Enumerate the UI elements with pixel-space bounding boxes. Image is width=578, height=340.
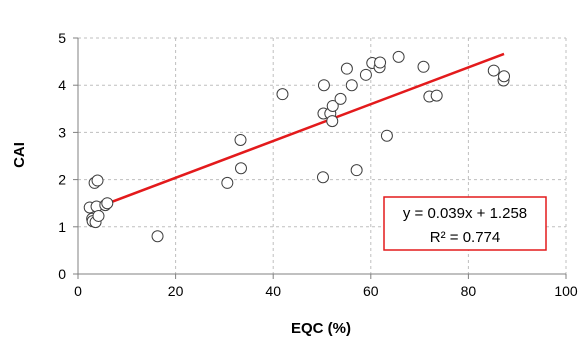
y-axis-title: CAI (11, 142, 28, 168)
x-tick-label: 100 (554, 283, 578, 299)
regression-annotation: y = 0.039x + 1.258 R² = 0.774 (384, 197, 546, 250)
x-axis-title: EQC (%) (291, 320, 351, 337)
data-point (317, 172, 328, 183)
data-point (393, 51, 404, 62)
x-tick-label: 0 (74, 283, 82, 299)
data-point (93, 210, 104, 221)
data-point (235, 134, 246, 145)
r-squared-label: R² = 0.774 (430, 229, 500, 246)
data-point (102, 198, 113, 209)
data-point (152, 231, 163, 242)
data-point (499, 71, 510, 82)
data-point (327, 116, 338, 127)
data-point (375, 57, 386, 68)
data-point (346, 80, 357, 91)
y-tick-label: 0 (58, 266, 66, 282)
data-point (335, 93, 346, 104)
regression-equation: y = 0.039x + 1.258 (403, 205, 527, 222)
y-tick-label: 3 (58, 124, 66, 140)
data-point (318, 80, 329, 91)
data-point (418, 61, 429, 72)
y-tick-label: 4 (58, 77, 66, 93)
y-tick-label: 5 (58, 30, 66, 46)
data-point (431, 90, 442, 101)
x-tick-label: 40 (265, 283, 281, 299)
data-point (92, 175, 103, 186)
y-tick-label: 1 (58, 219, 66, 235)
data-point (341, 63, 352, 74)
x-tick-label: 80 (461, 283, 477, 299)
data-point (381, 130, 392, 141)
y-tick-label: 2 (58, 172, 66, 188)
data-point (277, 89, 288, 100)
x-tick-label: 60 (363, 283, 379, 299)
data-point (351, 165, 362, 176)
data-point (360, 69, 371, 80)
data-point (235, 163, 246, 174)
x-tick-label: 20 (168, 283, 184, 299)
data-point (488, 65, 499, 76)
data-point (222, 177, 233, 188)
